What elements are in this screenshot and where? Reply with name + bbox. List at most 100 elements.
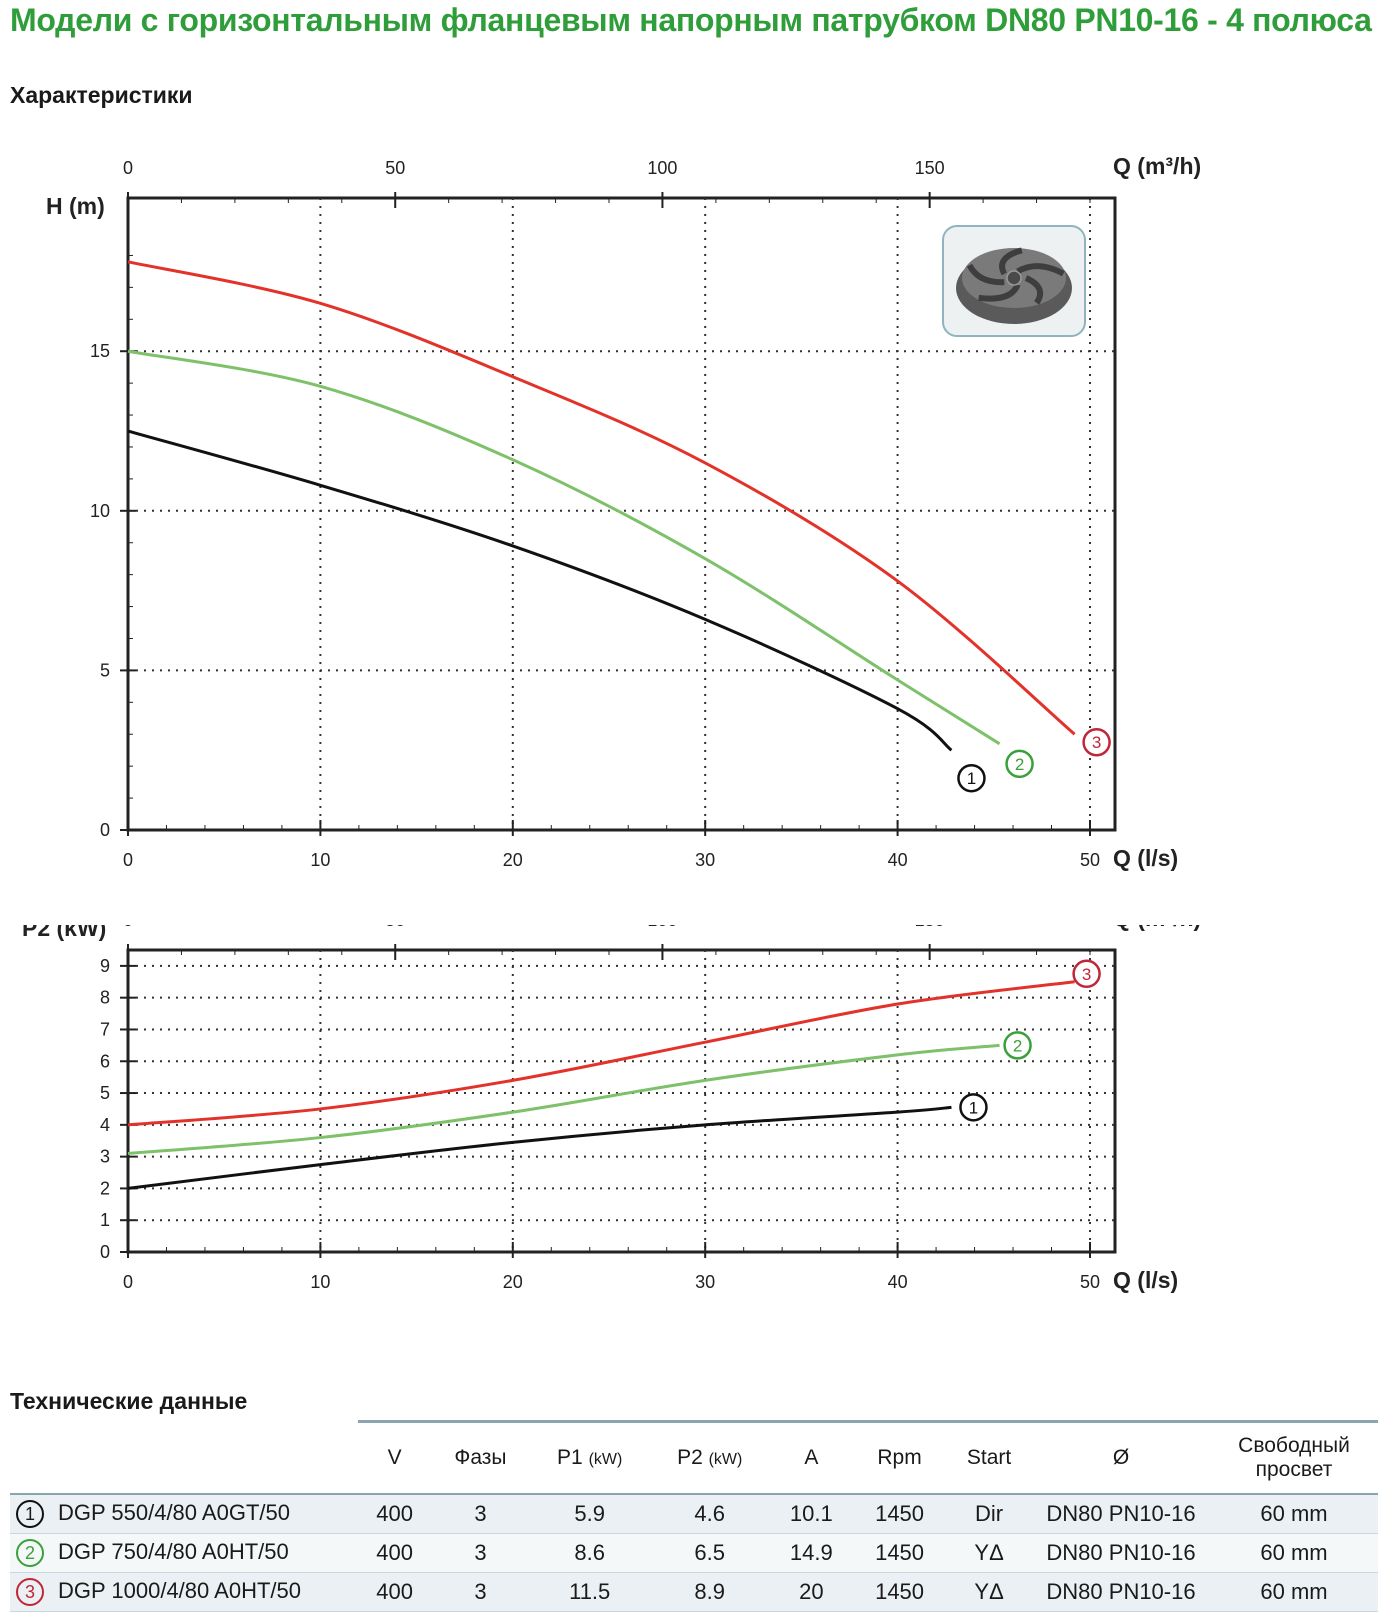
table-cell: 5.9: [529, 1494, 650, 1534]
table-cell: 60 mm: [1210, 1494, 1378, 1534]
x-tick-label: 50: [1080, 1272, 1100, 1292]
curve-badge-3: 3: [1072, 959, 1101, 989]
characteristics-heading: Характеристики: [10, 82, 193, 108]
column-header: Rpm: [852, 1420, 947, 1495]
x2-tick-label: 150: [915, 158, 945, 178]
table-cell: DN80 PN10-16: [1032, 1494, 1210, 1534]
table-cell: 3: [431, 1533, 530, 1573]
x2-tick-label: 100: [647, 925, 677, 930]
impeller-vane: [1016, 263, 1065, 277]
curve-badge-2: 2: [1005, 749, 1034, 779]
y-tick-label: 15: [90, 341, 110, 361]
table-cell: 1450: [852, 1533, 947, 1573]
model-column-header: [10, 1421, 358, 1495]
table-cell: 400: [358, 1572, 432, 1612]
curve-badge-1: 1: [957, 763, 986, 793]
x-tick-label: 30: [695, 1272, 715, 1292]
table-cell: 8.6: [529, 1533, 650, 1573]
table-cell: 14.9: [769, 1533, 853, 1573]
table-cell: 8.9: [649, 1572, 770, 1612]
badge-label: 2: [1013, 1036, 1022, 1055]
y-tick-label: 3: [100, 1147, 110, 1167]
head-curve-chart: 0 10 20 30 40 50 0 50 100 150 0 5 10 15 Q (l/s) Q (m³/h…: [46, 153, 1201, 871]
column-header: P2 (kW): [649, 1420, 770, 1495]
x2-axis-label: Q (m³/h): [1113, 925, 1201, 931]
badge-circle: [1003, 1031, 1032, 1060]
curve-1: [127, 1105, 952, 1190]
curve-badge-2: 2: [1003, 1031, 1032, 1060]
y-tick-label: 8: [100, 988, 110, 1008]
curve-badge-3: 3: [16, 1578, 44, 1607]
badge-label: 2: [1015, 755, 1024, 774]
badge-circle: [959, 1093, 988, 1122]
x-tick-label: 40: [888, 850, 908, 870]
table-cell: YΔ: [946, 1533, 1032, 1573]
badge-circle: [1072, 959, 1101, 989]
x2-axis-label: Q (m³/h): [1113, 153, 1201, 179]
y-tick-label: 7: [100, 1019, 110, 1039]
column-header: Свободный просвет: [1210, 1420, 1378, 1495]
badge-label: 1: [969, 1098, 978, 1117]
table-cell: 10.1: [769, 1494, 853, 1534]
tech-data-table: V Фазы P1 (kW) P2 (kW) A Rpm Start Ø Сво…: [10, 1420, 1378, 1612]
column-header: Start: [946, 1420, 1032, 1495]
table-cell: 4.6: [649, 1494, 770, 1534]
table-header-row: V Фазы P1 (kW) P2 (kW) A Rpm Start Ø Сво…: [10, 1420, 1378, 1495]
y-tick-label: 5: [100, 660, 110, 680]
x2-tick-label: 100: [647, 158, 677, 178]
table-cell: Dir: [946, 1494, 1032, 1534]
table-cell: 400: [358, 1494, 432, 1534]
table-cell: 60 mm: [1210, 1572, 1378, 1612]
y-tick-label: 2: [100, 1178, 110, 1198]
column-header: Ø: [1032, 1420, 1210, 1495]
x-tick-label: 20: [503, 850, 523, 870]
impeller-vane: [966, 263, 1005, 286]
y-tick-label: 6: [100, 1051, 110, 1071]
curve-badge-2: 2: [16, 1539, 44, 1568]
x-tick-label: 50: [1080, 850, 1100, 870]
curve-badge-1: 1: [16, 1500, 44, 1529]
table-cell: 60 mm: [1210, 1533, 1378, 1573]
badge-label: 3: [1092, 733, 1101, 752]
curve-2: [127, 1043, 1000, 1155]
table-row: 3 DGP 1000/4/80 A0HT/50 400 3 11.5 8.9 20…: [10, 1572, 1378, 1612]
table-row: 1 DGP 550/4/80 A0GT/50 400 3 5.9 4.6 10.1…: [10, 1494, 1378, 1534]
x2-tick-label: 50: [385, 158, 405, 178]
x-axis-label: Q (l/s): [1113, 845, 1178, 871]
impeller-vane: [1024, 275, 1044, 305]
table-cell: 400: [358, 1533, 432, 1573]
x2-tick-label: 0: [123, 925, 133, 930]
column-header: P1 (kW): [529, 1420, 650, 1495]
impeller-vane: [978, 283, 1021, 302]
badge-circle: [957, 763, 986, 793]
y-tick-label: 5: [100, 1083, 110, 1103]
model-cell: 3 DGP 1000/4/80 A0HT/50: [10, 1572, 358, 1612]
impeller-image: [942, 225, 1086, 337]
x-tick-label: 30: [695, 850, 715, 870]
table-cell: 6.5: [649, 1533, 770, 1573]
x-axis-label: Q (l/s): [1113, 1267, 1178, 1293]
x-tick-label: 10: [310, 1272, 330, 1292]
curve-1: [127, 429, 953, 752]
y-axis-label: P2 (kW): [22, 925, 106, 941]
page-title: Модели с горизонтальным фланцевым напорн…: [10, 2, 1372, 38]
x-tick-label: 10: [310, 850, 330, 870]
x-tick-label: 40: [888, 1272, 908, 1292]
y-tick-label: 10: [90, 501, 110, 521]
badge-circle: [1005, 749, 1034, 779]
curve-badge-3: 3: [1082, 727, 1111, 757]
curve-3: [127, 980, 1075, 1127]
x-tick-label: 0: [123, 850, 133, 870]
table-cell: 20: [769, 1572, 853, 1612]
badge-circle: [1082, 727, 1111, 757]
x-tick-label: 0: [123, 1272, 133, 1292]
table-cell: DN80 PN10-16: [1032, 1572, 1210, 1612]
y-axis-label: H (m): [46, 193, 105, 219]
table-cell: 11.5: [529, 1572, 650, 1612]
y-tick-label: 0: [100, 1242, 110, 1262]
y-tick-label: 0: [100, 820, 110, 840]
power-curve-chart: 0 10 20 30 40 50 0 50 100 150 0 1 2 3 4 5 6 7 8 9 Q (l/s) Q (…: [22, 925, 1201, 1293]
curve-2: [127, 349, 1001, 746]
x2-tick-label: 150: [915, 925, 945, 930]
table-row: 2 DGP 750/4/80 A0HT/50 400 3 8.6 6.5 14.9…: [10, 1533, 1378, 1573]
